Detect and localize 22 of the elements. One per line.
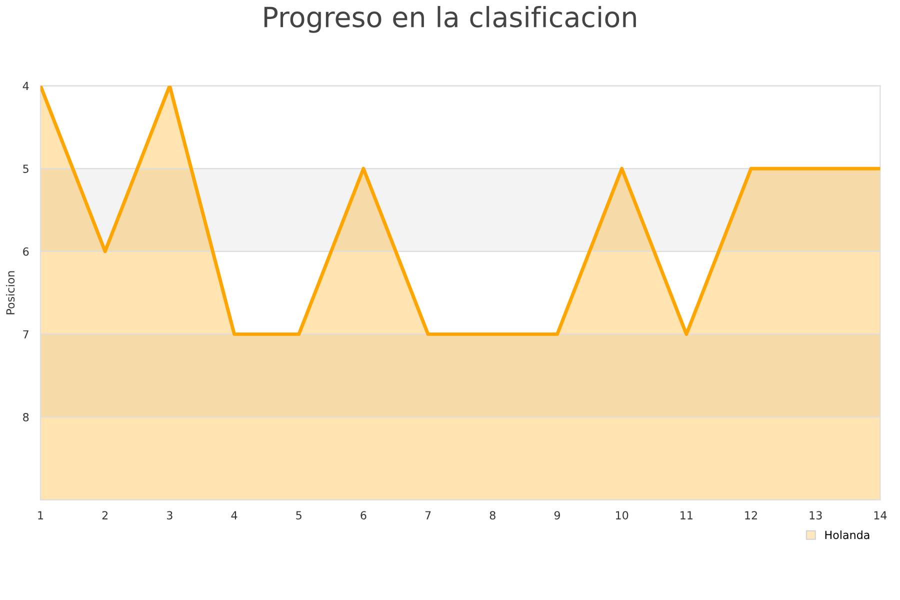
y-tick-label: 8 [23,412,29,422]
y-tick-label: 4 [22,82,29,90]
x-tick-label: 3 [166,511,172,520]
x-tick-label: 10 [616,511,628,520]
x-tick-label: 1 [38,511,44,520]
x-tick-label: 7 [425,511,431,520]
x-tick-label: 13 [810,511,822,520]
y-axis-title: Posicion [6,271,15,314]
x-tick-label: 11 [680,511,692,520]
x-tick-label: 2 [102,511,108,520]
x-tick-label: 4 [231,511,238,520]
x-tick-label: 12 [745,511,757,520]
y-tick-label: 6 [23,247,29,256]
x-tick-label: 14 [874,511,887,520]
x-tick-label: 9 [554,511,560,520]
x-tick-label: 8 [490,511,496,520]
chart-title: Progreso en la clasificacion [264,6,636,33]
y-tick-label: 5 [23,164,28,173]
x-tick-label: 6 [360,511,366,520]
x-tick-label: 5 [296,511,302,520]
legend-label: Holanda [825,530,870,540]
y-tick-label: 7 [23,330,28,338]
